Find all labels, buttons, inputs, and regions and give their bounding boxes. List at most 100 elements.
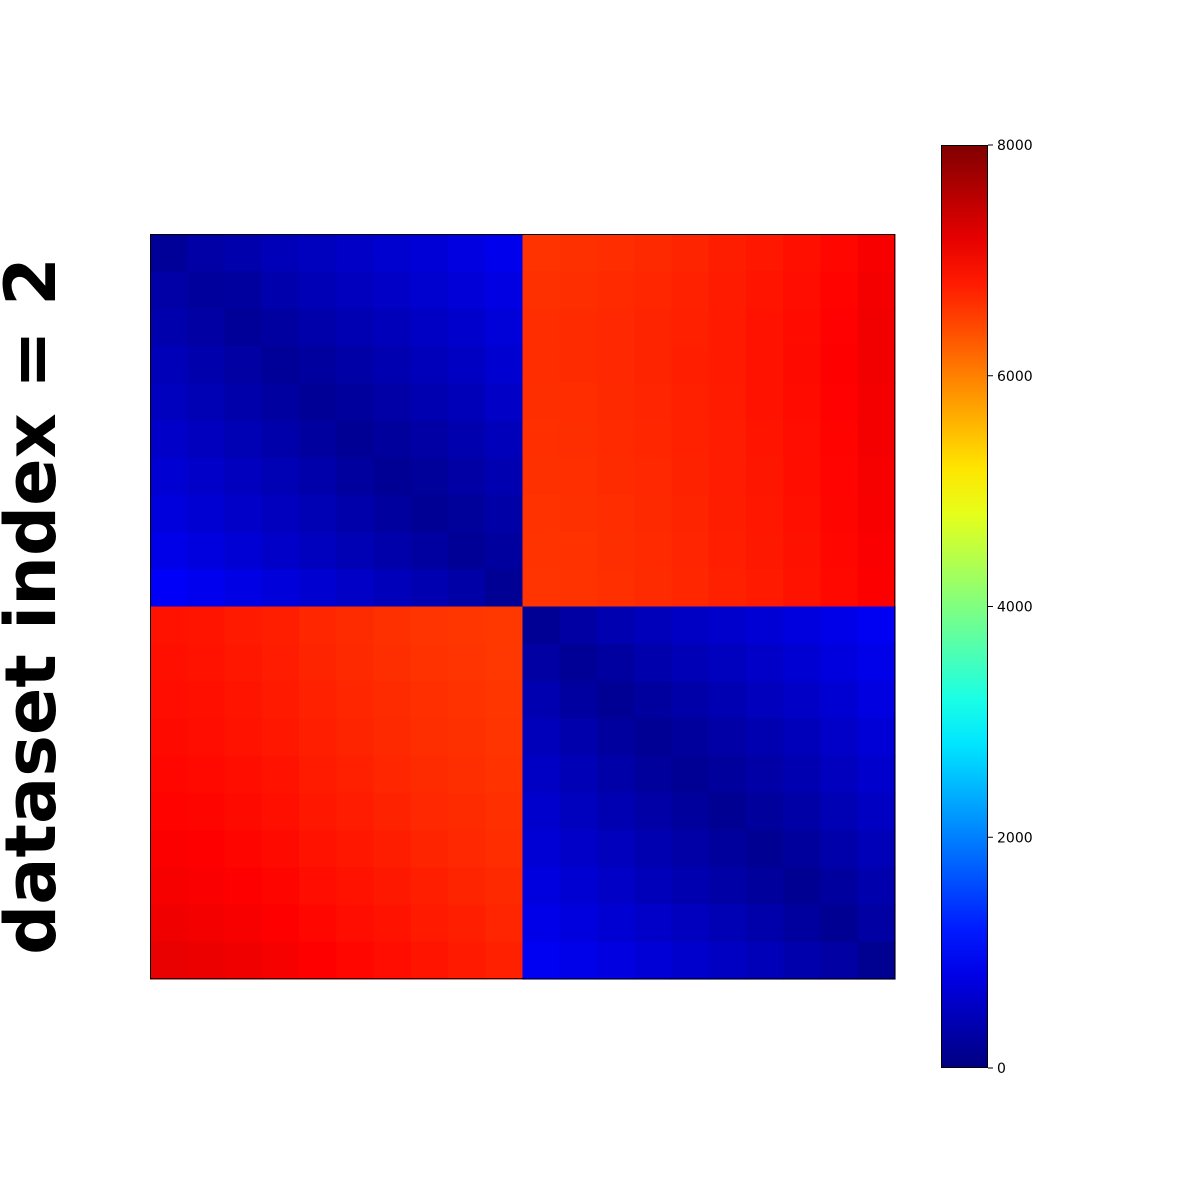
heatmap-cell xyxy=(820,941,859,980)
heatmap-cell xyxy=(336,532,375,570)
heatmap-cell xyxy=(224,271,263,310)
heatmap-cell xyxy=(746,941,784,980)
heatmap-cell xyxy=(299,420,337,459)
heatmap-cell xyxy=(522,345,561,384)
heatmap-cell xyxy=(559,755,598,794)
heatmap-cell xyxy=(746,532,784,570)
heatmap-cell xyxy=(410,494,449,533)
heatmap-cell xyxy=(671,792,710,831)
heatmap-cell xyxy=(597,345,635,384)
heatmap-cell xyxy=(261,867,300,906)
heatmap-cell xyxy=(410,830,449,868)
heatmap-cell xyxy=(671,755,710,794)
heatmap-cell xyxy=(857,606,896,645)
heatmap-cell xyxy=(820,569,859,608)
heatmap-cell xyxy=(671,681,710,719)
heatmap-cell xyxy=(746,606,784,645)
heatmap-cell xyxy=(783,308,822,347)
heatmap-cell xyxy=(559,792,598,831)
heatmap-cell xyxy=(597,643,635,682)
heatmap-cell xyxy=(410,345,449,384)
heatmap-cell xyxy=(634,681,673,719)
heatmap-cell xyxy=(857,718,896,757)
heatmap-cell xyxy=(634,532,673,570)
heatmap-cell xyxy=(261,792,300,831)
heatmap-cell xyxy=(857,904,896,943)
heatmap-cell xyxy=(857,569,896,608)
heatmap-cell xyxy=(857,308,896,347)
heatmap-cell xyxy=(336,941,375,980)
heatmap-cell xyxy=(299,308,337,347)
heatmap-cell xyxy=(150,643,188,682)
heatmap-cell xyxy=(634,345,673,384)
heatmap-cell xyxy=(187,681,226,719)
heatmap-cell xyxy=(634,308,673,347)
heatmap-cell xyxy=(857,532,896,570)
heatmap-cell xyxy=(634,606,673,645)
heatmap-cell xyxy=(410,420,449,459)
heatmap-cell xyxy=(448,867,486,906)
heatmap-cell xyxy=(597,271,635,310)
heatmap-cell xyxy=(671,606,710,645)
heatmap-cell xyxy=(820,345,859,384)
heatmap-cell xyxy=(485,941,524,980)
heatmap-cell xyxy=(410,383,449,421)
heatmap-cell xyxy=(373,234,412,272)
heatmap-cell xyxy=(522,532,561,570)
heatmap-cell xyxy=(150,904,188,943)
heatmap-cell xyxy=(299,606,337,645)
heatmap-cell xyxy=(373,755,412,794)
heatmap-cell xyxy=(336,755,375,794)
heatmap-cell xyxy=(597,494,635,533)
heatmap-cell xyxy=(746,904,784,943)
heatmap-cell xyxy=(746,457,784,496)
heatmap-cell xyxy=(261,718,300,757)
heatmap-cell xyxy=(187,830,226,868)
heatmap-cell xyxy=(336,792,375,831)
heatmap-cell xyxy=(820,383,859,421)
heatmap-cell xyxy=(224,830,263,868)
heatmap-cell xyxy=(224,606,263,645)
heatmap-cell xyxy=(410,569,449,608)
heatmap-cell xyxy=(634,718,673,757)
heatmap-cell xyxy=(187,234,226,272)
heatmap-cell xyxy=(746,681,784,719)
heatmap-cell xyxy=(299,494,337,533)
heatmap-cell xyxy=(261,830,300,868)
heatmap-cell xyxy=(373,792,412,831)
heatmap-cell xyxy=(187,494,226,533)
heatmap-cell xyxy=(299,569,337,608)
heatmap-cell xyxy=(522,494,561,533)
heatmap-cell xyxy=(671,643,710,682)
heatmap-cell xyxy=(559,345,598,384)
heatmap-cell xyxy=(336,904,375,943)
heatmap-cell xyxy=(187,532,226,570)
heatmap-cell xyxy=(448,941,486,980)
heatmap-cell xyxy=(150,867,188,906)
heatmap-cell xyxy=(373,383,412,421)
heatmap-cell xyxy=(187,383,226,421)
heatmap-cell xyxy=(597,532,635,570)
heatmap-cell xyxy=(224,569,263,608)
heatmap-cell xyxy=(485,494,524,533)
heatmap-cell xyxy=(150,494,188,533)
heatmap-cell xyxy=(410,904,449,943)
heatmap-cell xyxy=(783,941,822,980)
heatmap-cell xyxy=(783,532,822,570)
heatmap-cell xyxy=(671,904,710,943)
heatmap-cell xyxy=(857,457,896,496)
heatmap-cell xyxy=(485,643,524,682)
heatmap-cell xyxy=(746,494,784,533)
heatmap-cell xyxy=(857,234,896,272)
heatmap-cell xyxy=(746,383,784,421)
heatmap-cell xyxy=(559,494,598,533)
heatmap-cell xyxy=(783,681,822,719)
heatmap-cell xyxy=(559,830,598,868)
heatmap-cell xyxy=(261,494,300,533)
heatmap-cell xyxy=(857,345,896,384)
heatmap-cell xyxy=(783,643,822,682)
heatmap-cell xyxy=(448,904,486,943)
heatmap-cell xyxy=(336,234,375,272)
heatmap-cell xyxy=(671,308,710,347)
heatmap-cell xyxy=(373,718,412,757)
